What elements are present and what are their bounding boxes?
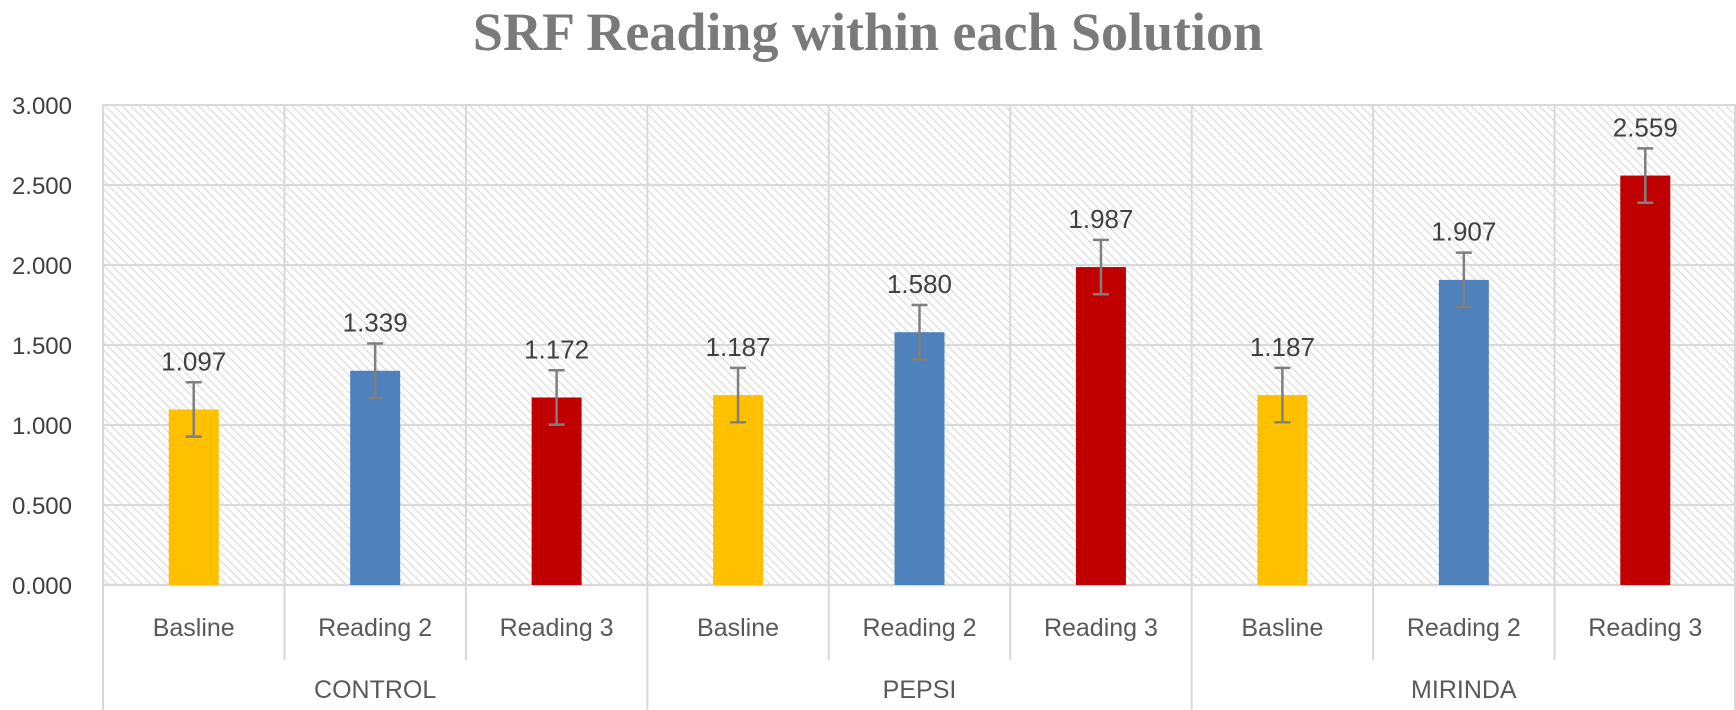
chart-title: SRF Reading within each Solution <box>472 2 1264 62</box>
x-tick-label: Basline <box>697 614 779 642</box>
bar <box>894 332 945 585</box>
x-tick-label: Reading 3 <box>1044 614 1158 642</box>
x-tick-label: Basline <box>1241 614 1323 642</box>
y-tick-label: 1.000 <box>12 413 72 440</box>
x-tick-label: Reading 2 <box>863 614 977 642</box>
y-tick-label: 1.500 <box>12 333 72 360</box>
x-tick-label: Reading 2 <box>318 614 432 642</box>
data-label: 1.187 <box>1250 332 1315 362</box>
data-label: 1.339 <box>343 308 408 338</box>
x-tick-label: Basline <box>153 614 235 642</box>
bar <box>531 397 582 585</box>
bar <box>168 409 219 585</box>
labels: 0.000 0.500 1.000 1.500 2.000 2.500 3.000 1.097… <box>12 93 1702 704</box>
bar <box>1620 175 1671 585</box>
group-label: PEPSI <box>883 676 957 704</box>
x-tick-label: Reading 3 <box>1588 614 1702 642</box>
x-tick-label: Reading 2 <box>1407 614 1521 642</box>
bar <box>713 395 764 585</box>
data-label: 1.907 <box>1431 217 1496 247</box>
data-label: 1.987 <box>1068 204 1133 234</box>
bar <box>350 370 401 585</box>
bar <box>1075 267 1126 585</box>
bars <box>168 147 1671 585</box>
data-label: 1.580 <box>887 269 952 299</box>
y-tick-label: 2.000 <box>12 253 72 280</box>
data-label: 1.097 <box>161 346 226 376</box>
data-label: 1.172 <box>524 334 589 364</box>
data-label: 2.559 <box>1613 112 1678 142</box>
y-tick-label: 2.500 <box>12 173 72 200</box>
bar <box>1438 279 1489 585</box>
x-tick-label: Reading 3 <box>500 614 614 642</box>
y-tick-label: 3.000 <box>12 93 72 120</box>
y-tick-label: 0.500 <box>12 493 72 520</box>
group-label: MIRINDA <box>1411 676 1517 704</box>
data-label: 1.187 <box>706 332 771 362</box>
y-tick-label: 0.000 <box>12 573 72 600</box>
bar <box>1257 395 1308 585</box>
group-label: CONTROL <box>314 676 436 704</box>
